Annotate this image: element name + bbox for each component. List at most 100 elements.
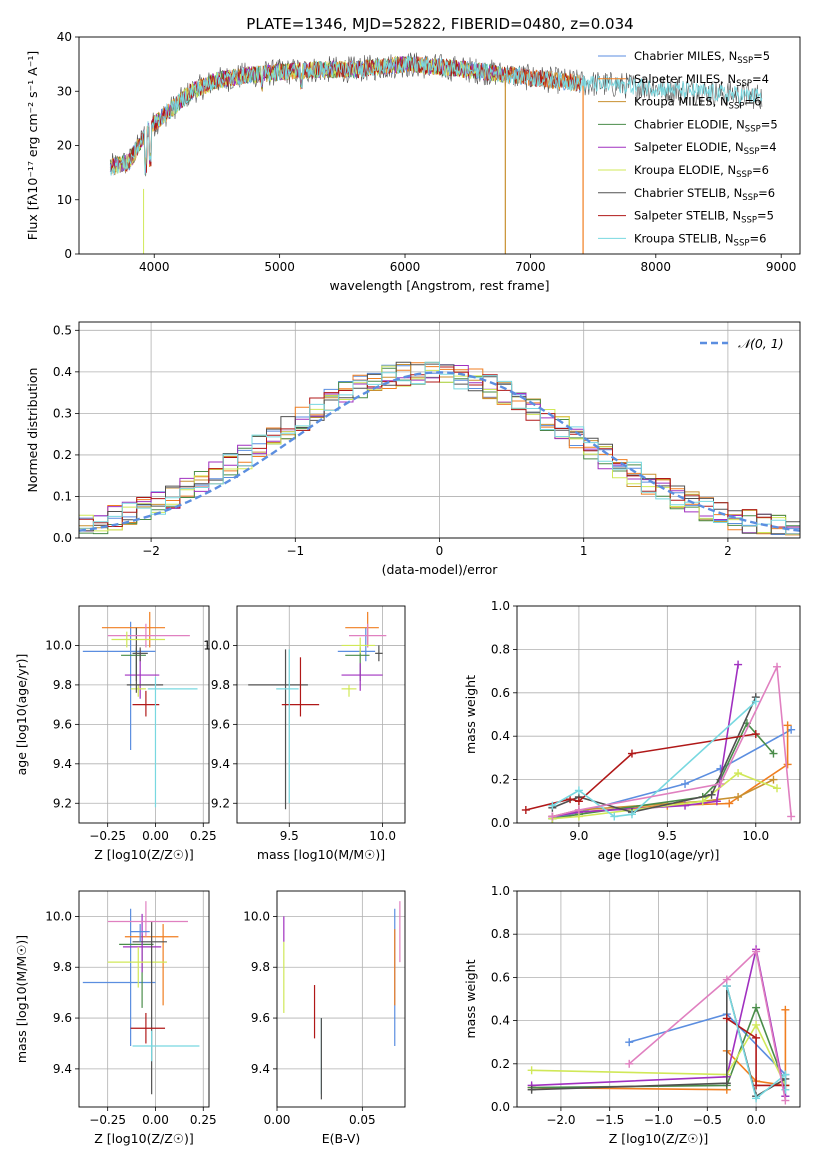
y-tick-label: 0.4 [491,1014,510,1028]
y-tick-label: 0.4 [53,365,72,379]
x-tick-label: 8000 [641,260,672,274]
spectrum-panel: 4000 5000 6000 7000 8000 9000 0 10 20 30 40 wavelen… [25,30,801,293]
x-tick-label: 10.0 [369,829,396,843]
y-tick-label: 9.6 [211,717,230,731]
x-axis-label: Z [log10(Z/Z☉)] [609,1131,709,1146]
x-tick-label: 7000 [515,260,546,274]
x-tick-label: −0.25 [89,829,126,843]
legend-label-tail: =6 [758,186,775,200]
x-tick-label: −2 [142,544,160,558]
errorbars [82,901,200,1095]
y-tick-label: 0.6 [491,686,510,700]
x-tick-label: −1 [286,544,304,558]
x-tick-label: 9.0 [569,829,588,843]
y-tick-label: 10.0 [45,909,72,923]
histograms [79,361,800,536]
axes-frame [78,605,210,824]
y-tick-label: 10 [57,193,72,207]
legend-label-sub: SSP [744,147,760,157]
axes-frame [78,890,210,1108]
y-axis-label: mass weight [463,675,478,754]
legend-label-main: Salpeter STELIB, N [634,209,741,223]
y-tick-label: 9.8 [53,678,72,692]
x-tick-label: 1 [580,544,588,558]
x-tick-label: −0.25 [89,1113,126,1127]
legend-label-tail: =5 [753,49,770,63]
x-tick-label: 5000 [264,260,295,274]
legend-label-tail: =6 [749,231,766,245]
legend-label-tail: =4 [760,140,777,154]
legend-label-main: Kroupa STELIB, N [634,231,734,245]
y-tick-label: 1.0 [491,599,510,613]
axes-frame [78,36,801,255]
legend-label: Salpeter STELIB, NSSP=5 [634,209,774,226]
x-tick-label: 0.00 [142,1113,169,1127]
age-vs-mass-panel: 9.5 10.0 9.2 9.4 9.6 9.8 10.0 mass [log10(M/M☉)… [203,605,406,862]
y-tick-label: 0.0 [491,816,510,830]
legend-label-tail: =6 [752,163,769,177]
y-tick-label: 0.2 [491,773,510,787]
x-tick-label: 2 [724,544,732,558]
y-tick-label: 0 [64,247,72,261]
y-tick-label: 0.0 [53,531,72,545]
y-tick-label: 10.0 [45,638,72,652]
y-tick-label: 10.0 [203,638,230,652]
legend-label: Chabrier MILES, NSSP=5 [634,49,770,66]
y-tick-label: 9.6 [53,717,72,731]
y-axis-label: Normed distribution [25,368,40,493]
histogram-series-8 [79,361,800,535]
y-axis-label: mass weight [463,959,478,1038]
x-tick-label: 10.0 [742,829,769,843]
x-tick-label: 0.0 [747,1113,766,1127]
y-tick-label: 0.5 [53,323,72,337]
y-tick-label: 30 [57,84,72,98]
spectrum-line-8 [109,55,763,176]
weight-lines [527,945,790,1105]
gaussian-reference [79,371,800,532]
weight-line-7 [726,985,787,1100]
y-tick-label: 9.2 [53,796,72,810]
errorbars [82,611,198,808]
x-tick-label: 9.5 [658,829,677,843]
legend-label-sub: SSP [736,170,752,180]
legend-label-tail: =4 [752,72,769,86]
weight-lines [521,660,796,823]
x-tick-label: 6000 [390,260,421,274]
x-tick-label: 0.25 [190,829,217,843]
y-tick-label: 0.4 [491,729,510,743]
axes-frame [276,890,406,1108]
legend-label: Chabrier STELIB, NSSP=6 [634,186,775,203]
x-axis-label: mass [log10(M/M☉)] [257,847,385,862]
x-tick-label: 4000 [139,260,170,274]
x-tick-label: −2.0 [546,1113,575,1127]
x-axis-label: Z [log10(Z/Z☉)] [94,847,194,862]
y-tick-label: 10.0 [243,909,270,923]
x-axis-label: wavelength [Angstrom, rest frame] [329,278,549,293]
y-tick-label: 9.6 [53,1011,72,1025]
y-tick-label: 0.2 [491,1057,510,1071]
legend-label-sub: SSP [741,216,757,226]
residual-distribution-panel: −2 −1 0 1 2 0.0 0.1 0.2 0.3 0.4 0.5 (data-model)/er… [25,321,801,577]
legend-label-tail: =6 [744,95,761,109]
y-tick-label: 9.2 [211,796,230,810]
y-tick-label: 9.4 [211,757,230,771]
legend-label-sub: SSP [745,124,761,134]
x-axis-label: (data-model)/error [382,562,499,577]
legend-label-sub: SSP [736,79,752,89]
x-tick-label: 9000 [766,260,797,274]
legend-label-main: Kroupa MILES, N [634,95,729,109]
x-tick-label: 0 [436,544,444,558]
y-tick-label: 9.4 [251,1062,270,1076]
x-axis-label: E(B-V) [322,1131,361,1146]
x-tick-label: 0.00 [142,829,169,843]
x-tick-label: −0.5 [693,1113,722,1127]
y-tick-label: 0.2 [53,448,72,462]
figure-title: PLATE=1346, MJD=52822, FIBERID=0480, z=0… [246,15,633,33]
weight-line-3 [552,721,775,820]
legend-label: Chabrier ELODIE, NSSP=5 [634,117,778,134]
legend-label-main: Salpeter ELODIE, N [634,140,744,154]
mass-weight-vs-age-panel: 9.0 9.5 10.0 0.0 0.2 0.4 0.6 0.8 1.0 age [log10(a… [463,599,801,862]
y-tick-label: 0.0 [491,1100,510,1114]
y-tick-label: 1.0 [491,884,510,898]
